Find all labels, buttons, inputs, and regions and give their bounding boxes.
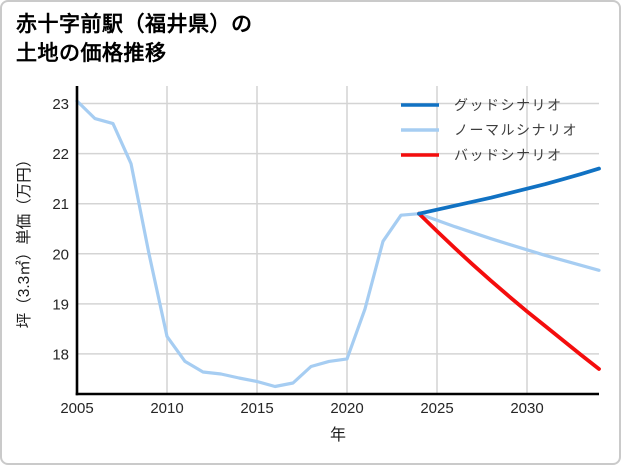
x-tick-label: 2015 [240, 400, 273, 417]
series-normal-scenario [417, 212, 601, 272]
x-tick-label: 2005 [60, 400, 93, 417]
chart-title-line2: 土地の価格推移 [16, 42, 167, 65]
x-tick-label: 2010 [150, 400, 183, 417]
legend-label-1: ノーマルシナリオ [454, 122, 578, 138]
y-tick-label: 18 [52, 346, 69, 363]
series-bad-scenario [417, 211, 601, 371]
y-tick-label: 22 [52, 146, 69, 163]
y-tick-label: 23 [52, 96, 69, 113]
x-tick-label: 2030 [510, 400, 543, 417]
chart-title-line1: 赤十字前駅（福井県）の [16, 13, 253, 36]
y-tick-label: 19 [52, 296, 69, 313]
x-tick-label: 2020 [330, 400, 363, 417]
x-axis-label: 年 [330, 426, 346, 444]
legend-label-2: バッドシナリオ [454, 147, 563, 163]
series-historical [75, 99, 421, 389]
chart-title: 赤十字前駅（福井県）の 土地の価格推移 [16, 10, 253, 68]
y-tick-label: 20 [52, 246, 69, 263]
y-axis-label: 坪（3.3㎡）単価（万円） [15, 152, 33, 329]
series-good-scenario [417, 166, 601, 216]
legend-label-0: グッドシナリオ [454, 97, 563, 113]
x-tick-label: 2025 [420, 400, 453, 417]
y-tick-label: 21 [52, 196, 69, 213]
